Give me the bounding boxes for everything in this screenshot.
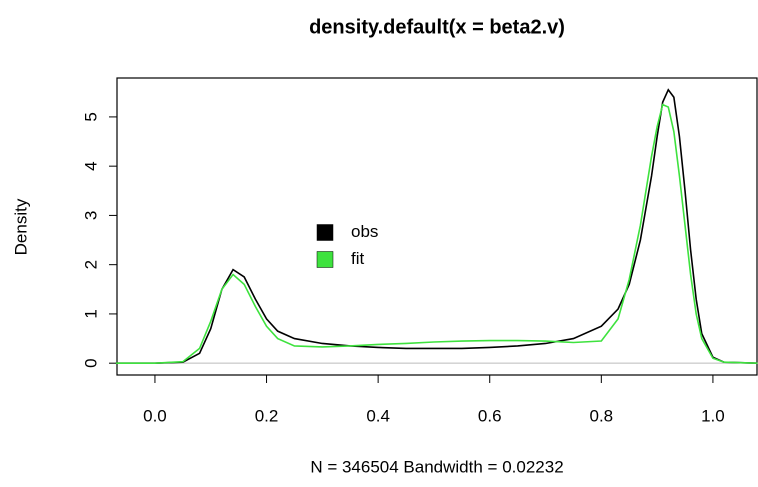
x-tick-label: 0.6 bbox=[478, 406, 502, 425]
y-tick-label: 5 bbox=[81, 112, 100, 121]
legend-swatch bbox=[316, 251, 334, 268]
y-axis-label: Density bbox=[11, 198, 30, 255]
chart-title: density.default(x = beta2.v) bbox=[309, 16, 565, 38]
x-tick-label: 0.2 bbox=[255, 406, 279, 425]
x-axis-label: N = 346504 Bandwidth = 0.02232 bbox=[310, 457, 563, 476]
y-tick-label: 3 bbox=[81, 211, 100, 220]
x-tick-label: 0.8 bbox=[590, 406, 614, 425]
x-tick-label: 0.4 bbox=[366, 406, 390, 425]
density-line bbox=[115, 88, 758, 364]
legend-label: obs bbox=[351, 222, 378, 241]
density-line bbox=[115, 103, 758, 364]
y-tick-label: 2 bbox=[81, 260, 100, 269]
y-tick-label: 4 bbox=[81, 161, 100, 170]
x-tick-label: 1.0 bbox=[701, 406, 725, 425]
plot-frame bbox=[116, 77, 758, 376]
y-tick-label: 1 bbox=[81, 309, 100, 318]
y-tick-label: 0 bbox=[81, 358, 100, 367]
legend-label: fit bbox=[351, 249, 365, 268]
legend-swatch bbox=[316, 224, 334, 241]
x-tick-label: 0.0 bbox=[143, 406, 167, 425]
